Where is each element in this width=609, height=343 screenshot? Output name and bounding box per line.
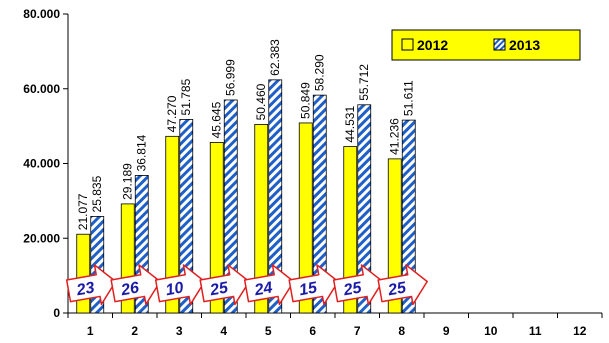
badge: 15 xyxy=(288,264,339,306)
bar-value-label: 58.290 xyxy=(313,54,327,91)
legend-swatch xyxy=(401,38,414,51)
x-tick-label: 4 xyxy=(220,324,227,338)
badge-number: 26 xyxy=(119,279,141,299)
bar-value-label: 47.270 xyxy=(165,95,179,132)
badge: 24 xyxy=(243,264,295,306)
y-tick-label: 60.000 xyxy=(23,82,60,96)
bar-value-label: 51.611 xyxy=(402,80,416,116)
bar-value-label: 55.712 xyxy=(357,64,371,101)
badge-number: 24 xyxy=(252,279,274,299)
x-tick-label: 3 xyxy=(176,324,183,338)
bar-value-label: 50.460 xyxy=(254,83,268,120)
x-tick-label: 12 xyxy=(573,324,587,338)
x-tick-label: 6 xyxy=(309,324,316,338)
badge: 25 xyxy=(332,264,384,306)
bar-value-label: 50.849 xyxy=(299,82,313,119)
bar-2012 xyxy=(387,158,402,314)
y-tick-label: 40.000 xyxy=(23,157,60,171)
bar-value-label: 62.383 xyxy=(268,39,282,76)
badge-arrow xyxy=(65,264,117,306)
y-tick-label: 80.000 xyxy=(23,7,60,21)
badge: 26 xyxy=(110,264,161,306)
x-tick-label: 11 xyxy=(529,324,542,338)
bar-2012 xyxy=(165,135,180,314)
bar-value-label: 21.077 xyxy=(76,193,90,230)
badge-arrow xyxy=(288,264,339,306)
bar-2012 xyxy=(298,122,313,314)
legend-label: 2013 xyxy=(509,37,540,53)
bar-value-label: 56.999 xyxy=(224,59,238,96)
bar-2013 xyxy=(357,104,372,314)
bar-value-label: 29.189 xyxy=(121,163,135,200)
x-tick-label: 9 xyxy=(443,324,450,338)
legend-box xyxy=(391,29,581,61)
bar-value-label: 41.236 xyxy=(388,118,402,155)
x-tick-label: 2 xyxy=(131,324,138,338)
badge: 23 xyxy=(65,264,117,306)
badge-number: 25 xyxy=(386,279,409,299)
badge-number: 23 xyxy=(74,279,96,299)
bar-2013 xyxy=(268,79,283,314)
badge: 25 xyxy=(377,264,428,306)
bar-2012 xyxy=(254,124,269,314)
badge-arrow xyxy=(377,264,428,306)
bar-value-label: 44.531 xyxy=(343,106,357,143)
bar-value-label: 45.645 xyxy=(210,101,224,138)
y-tick-label: 0 xyxy=(53,306,60,320)
bar-2012 xyxy=(209,142,224,314)
x-tick-label: 10 xyxy=(484,324,498,338)
bar-value-label: 51.785 xyxy=(179,78,193,115)
bar-2012 xyxy=(343,146,358,314)
badge-number: 10 xyxy=(164,279,185,299)
x-tick-label: 8 xyxy=(398,324,405,338)
legend: 2012 2013 xyxy=(391,29,581,61)
bars xyxy=(76,79,416,314)
bar-2012 xyxy=(76,233,91,314)
badge-number: 25 xyxy=(208,279,231,299)
bar-value-label: 36.814 xyxy=(135,134,149,171)
badge: 25 xyxy=(199,264,250,306)
x-tick-label: 1 xyxy=(87,324,94,338)
badge-arrow xyxy=(110,264,161,306)
badge: 10 xyxy=(154,264,206,306)
badge-number: 25 xyxy=(341,279,364,299)
bar-value-label: 25.835 xyxy=(90,175,104,212)
badge-arrow xyxy=(154,264,206,306)
bar-2013 xyxy=(223,99,238,314)
badge-arrow xyxy=(243,264,295,306)
legend-label: 2012 xyxy=(417,37,448,53)
badge-number: 15 xyxy=(298,279,320,299)
badge-arrow xyxy=(199,264,250,306)
x-tick-label: 7 xyxy=(354,324,361,338)
bar-2013 xyxy=(312,94,327,314)
legend-swatch xyxy=(493,38,506,51)
y-tick-label: 20.000 xyxy=(23,231,60,245)
x-tick-label: 5 xyxy=(265,324,272,338)
badges: 23 26 10 25 24 15 25 25 xyxy=(65,264,428,306)
badge-arrow xyxy=(332,264,384,306)
